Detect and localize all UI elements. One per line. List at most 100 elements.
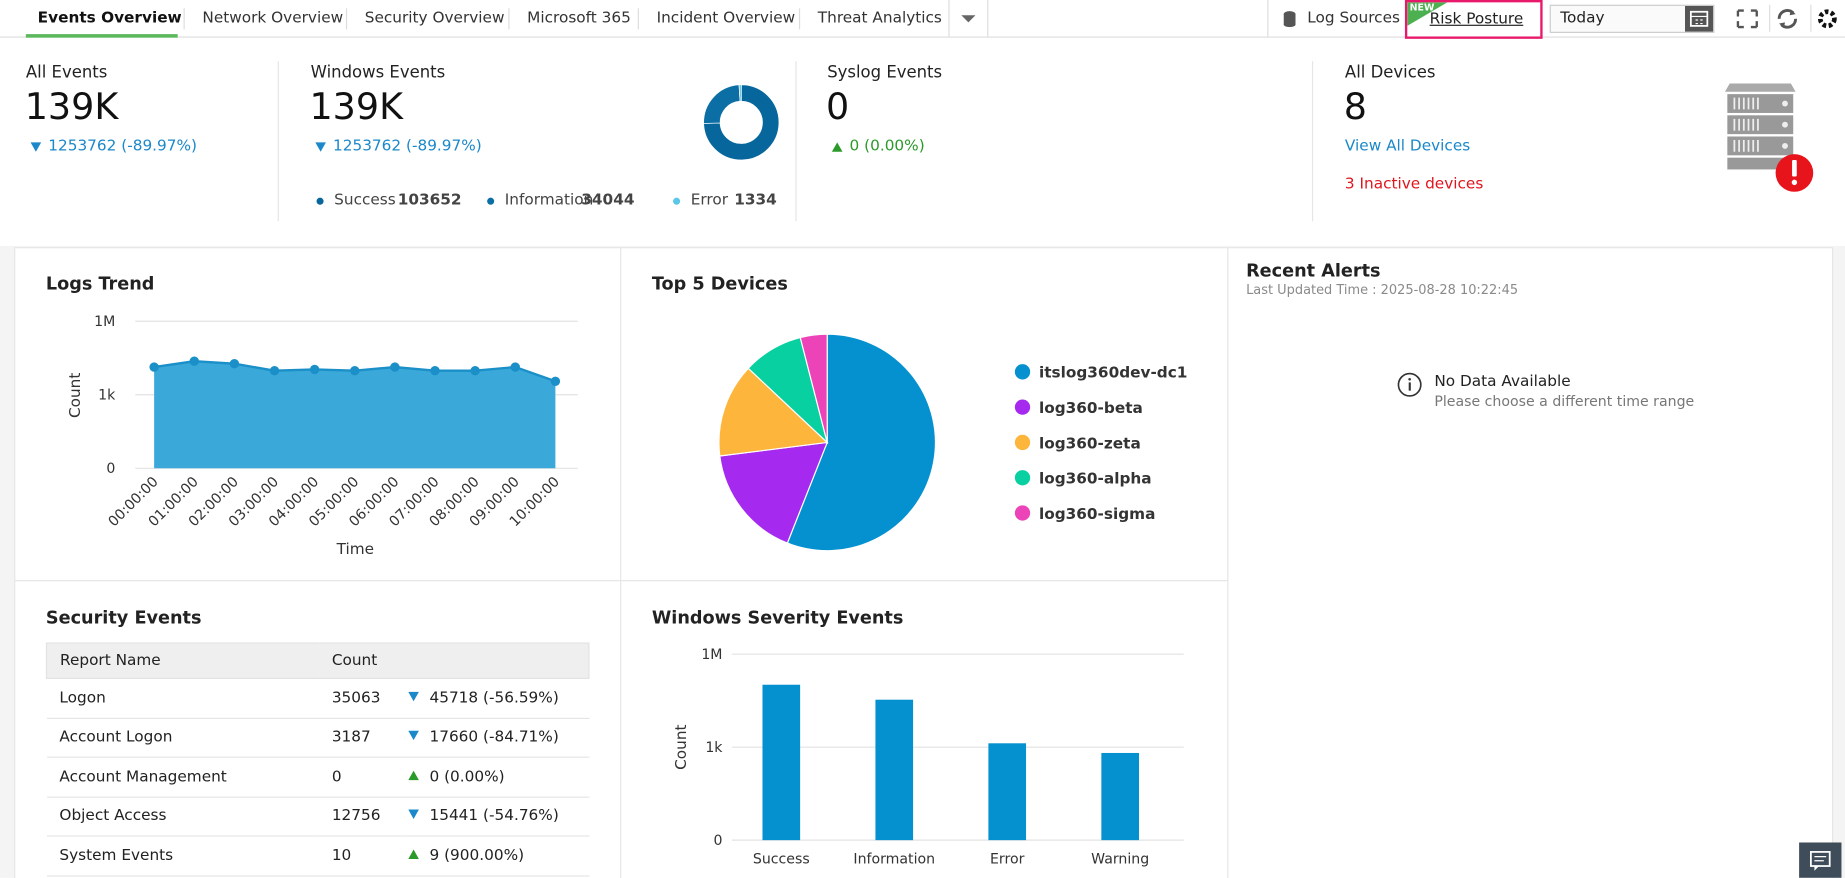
change-cell: 17660 (-84.71%) — [407, 718, 589, 757]
recent-alerts-panel — [1227, 247, 1834, 878]
active-tab-underline — [25, 34, 178, 38]
legend-label: Error — [690, 191, 728, 210]
inactive-devices[interactable]: 3 Inactive devices — [1344, 175, 1484, 193]
y-tick-label: 1k — [705, 740, 723, 756]
tab-separator — [798, 8, 801, 30]
card-title: Windows Events — [310, 63, 446, 83]
legend-label: log360-beta — [1039, 399, 1143, 417]
pie-slice — [718, 367, 829, 457]
toolbar-icons[interactable] — [1725, 0, 1845, 36]
y-tick-label: 1M — [701, 647, 722, 663]
change: 9 (900.00%) — [429, 846, 525, 865]
card-title: All Events — [25, 63, 108, 83]
card-change: 0 (0.00%) — [849, 137, 925, 156]
top-bar — [0, 0, 1845, 38]
legend-label: log360-sigma — [1039, 505, 1155, 523]
header-row: Report Name Count — [46, 643, 589, 679]
change-cell: 9 (900.00%) — [407, 836, 589, 875]
new-badge: NEW — [1409, 2, 1435, 13]
legend-dot — [1014, 434, 1031, 451]
tab[interactable]: Threat Analytics — [817, 9, 942, 28]
panel-title: Windows Severity Events — [652, 609, 903, 629]
no-data: No Data Available — [1434, 373, 1571, 391]
count: 3187 — [331, 728, 371, 747]
risk-posture-button[interactable]: NEW Risk Posture — [1404, 0, 1543, 39]
security-title: Security Events — [45, 607, 202, 629]
legend-label: Information — [504, 191, 594, 210]
legend-label: log360-alpha — [1039, 470, 1152, 488]
tab-separator — [183, 8, 185, 30]
arrow — [408, 691, 419, 701]
bar — [762, 684, 801, 841]
legend-dot — [487, 197, 495, 205]
tab[interactable]: Network Overview — [202, 9, 344, 28]
report-name[interactable]: Logon — [59, 689, 106, 707]
point — [350, 365, 360, 376]
divider — [795, 61, 797, 222]
trend-arrow — [30, 142, 42, 152]
risk-posture-label: Risk Posture — [1429, 10, 1524, 29]
legend-dot — [1014, 399, 1031, 415]
change: 17660 (-84.71%) — [429, 728, 559, 747]
column-header: Count — [331, 651, 378, 670]
report-name[interactable]: System Events — [59, 846, 174, 865]
arrow — [408, 770, 419, 780]
count: 35063 — [331, 689, 381, 707]
dot — [673, 197, 681, 205]
tab[interactable]: Microsoft 365 — [527, 9, 631, 28]
y-axis-label: Count — [66, 373, 84, 418]
legend-label: Success — [334, 191, 396, 210]
tab-separator — [345, 8, 348, 30]
donut-slice — [703, 84, 780, 161]
column-header: Report Name — [60, 651, 161, 670]
change-cell: 15441 (-54.76%) — [407, 797, 589, 836]
devices-title: All Devices — [1344, 63, 1436, 83]
dot — [316, 197, 324, 205]
date-picker[interactable]: Today — [1549, 4, 1715, 33]
legend-label: log360-zeta — [1039, 434, 1141, 452]
arrow — [315, 142, 326, 152]
panel-title: Top 5 Devices — [652, 274, 788, 294]
more-tabs[interactable] — [948, 0, 989, 37]
view-devices-link[interactable]: View All Devices — [1344, 137, 1471, 156]
security-table: Report Name Count Logon 35063 45718 (-56.59%… — [46, 642, 590, 876]
report-name[interactable]: Object Access — [59, 807, 167, 826]
arrow — [408, 849, 419, 859]
point — [229, 358, 240, 369]
no-data-hint: Please choose a different time range — [1434, 393, 1695, 410]
change: 15441 (-54.76%) — [429, 807, 559, 826]
tab[interactable]: Security Overview — [364, 9, 505, 28]
tab-separator — [508, 8, 510, 30]
change-cell: 45718 (-56.59%) — [407, 678, 589, 717]
pie-slice — [799, 333, 828, 443]
legend-value: 1334 — [734, 191, 777, 210]
security-events-panel — [14, 580, 622, 878]
log-sources-button[interactable]: Log Sources — [1267, 0, 1405, 37]
table-row: Object Access 12756 15441 (-54.76%) — [46, 797, 589, 837]
legend-value: 103652 — [397, 191, 462, 210]
report-name[interactable]: Account Logon — [59, 728, 173, 747]
devices-count: 8 — [1343, 85, 1367, 129]
donut-slice — [738, 84, 742, 102]
card-value: 0 — [826, 85, 850, 129]
tab[interactable]: Events Overview — [37, 9, 182, 28]
legend-label: itslog360dev-dc1 — [1039, 364, 1187, 382]
dot — [487, 197, 495, 205]
divider — [1311, 61, 1314, 222]
trend-arrow — [408, 731, 419, 741]
legend-value: 34044 — [581, 191, 635, 210]
x-axis-label: Time — [336, 540, 374, 558]
trend-arrow — [408, 691, 419, 701]
divider — [277, 61, 279, 222]
bar — [1101, 752, 1140, 841]
table-row: System Events 10 9 (900.00%) — [46, 836, 589, 876]
tab[interactable]: Incident Overview — [656, 9, 796, 28]
pie-slice — [719, 441, 829, 544]
chat-button[interactable] — [1799, 842, 1842, 878]
trend-arrow — [831, 142, 843, 152]
report-name[interactable]: Account Management — [59, 768, 227, 786]
legend-dot — [673, 197, 681, 205]
bar — [988, 743, 1027, 841]
